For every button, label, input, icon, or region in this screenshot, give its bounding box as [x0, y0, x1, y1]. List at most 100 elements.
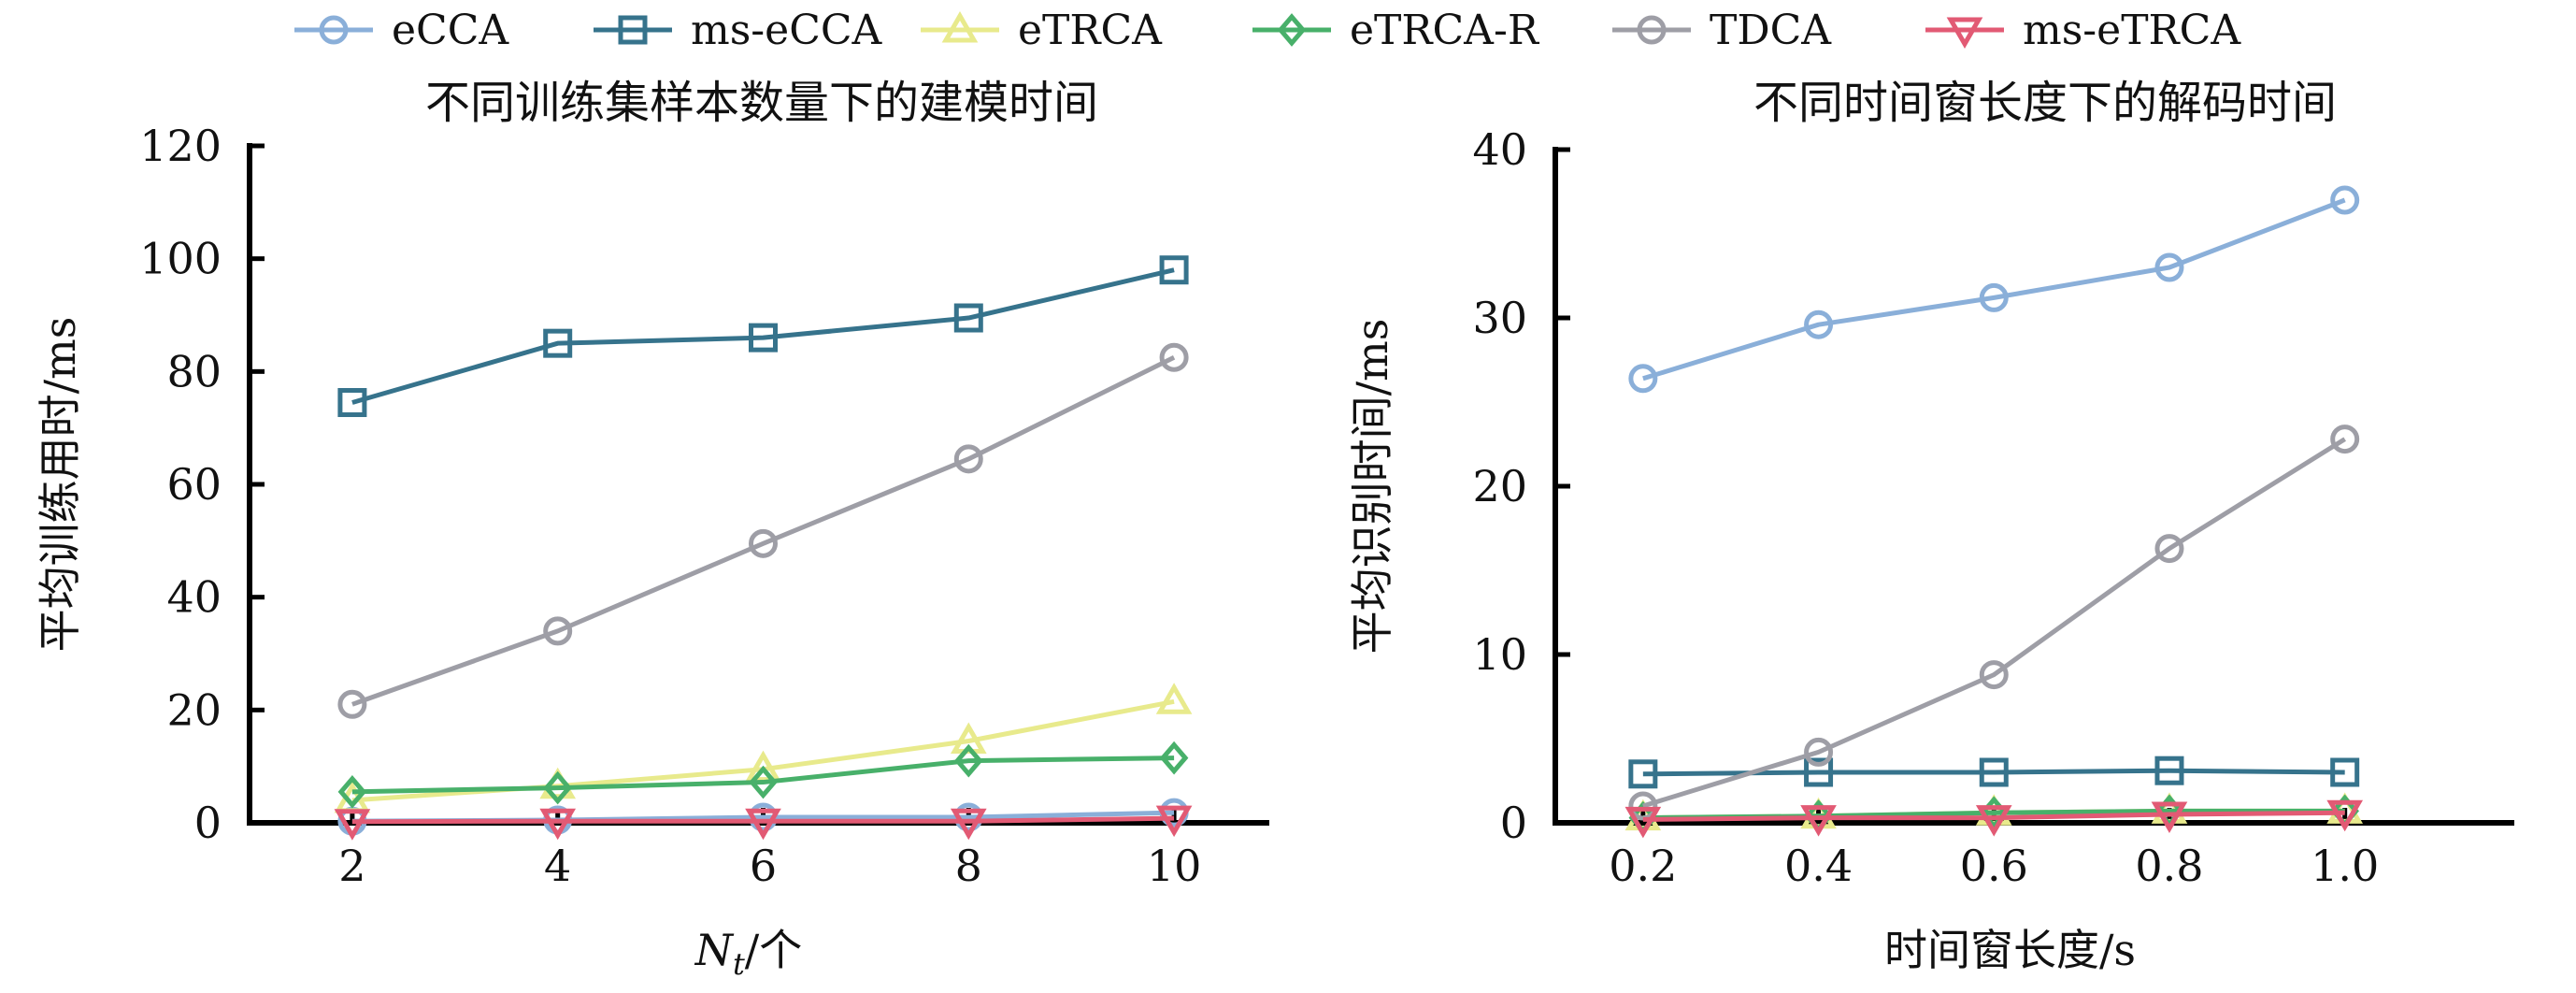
legend-item-etrca-r: eTRCA-R	[1252, 7, 1540, 54]
x-axis-label: 时间窗长度/s	[1884, 925, 2136, 975]
data-point-ms-ecca	[953, 303, 983, 333]
data-point-ms-ecca	[1159, 255, 1189, 285]
data-point-etrca	[950, 722, 987, 755]
data-point-ms-ecca	[2154, 756, 2184, 785]
axes: 0 20 40 60 80 100 120 2 4 6 8 10	[139, 121, 1269, 891]
data-point-ms-etrca	[1800, 805, 1837, 837]
legend-label-ms-ecca: ms-eCCA	[691, 7, 883, 54]
legend-marker-ms-ecca	[618, 15, 648, 45]
x-tick-label: 0.6	[1960, 841, 2028, 891]
legend-marker-etrca	[941, 10, 979, 43]
plot-area	[1624, 185, 2364, 839]
y-axis-label: 平均训练用时/ms	[35, 317, 85, 653]
plot-area	[334, 255, 1193, 841]
data-point-ms-etrca	[950, 808, 987, 841]
data-point-etrca-r	[543, 770, 572, 805]
legend-marker-tdca	[1637, 15, 1667, 45]
data-point-ecca	[2330, 185, 2360, 215]
series-tdca	[1628, 425, 2360, 821]
data-point-tdca	[337, 689, 367, 719]
series-line-ms-etrca	[1642, 810, 2345, 822]
data-point-ms-etrca	[2151, 801, 2188, 834]
x-tick-label: 0.2	[1609, 841, 1677, 891]
y-tick-label: 80	[166, 346, 222, 396]
series-ms-ecca	[1628, 756, 2360, 789]
y-tick-label: 10	[1472, 629, 1527, 680]
data-point-ms-ecca	[337, 388, 367, 418]
y-axis-label: 平均识别时间/ms	[1347, 319, 1397, 655]
chart-title: 不同训练集样本数量下的建模时间	[425, 77, 1098, 129]
series-line-tdca	[1642, 437, 2347, 809]
legend-item-ms-etrca: ms-eTRCA	[1925, 7, 2241, 54]
series-ms-etrca	[334, 805, 1193, 841]
series-etrca-r	[337, 741, 1189, 809]
data-point-etrca	[745, 750, 781, 783]
data-point-ms-ecca	[748, 323, 778, 353]
x-tick-label: 6	[750, 841, 777, 891]
data-point-tdca	[543, 616, 573, 646]
data-point-tdca	[1159, 342, 1189, 372]
data-point-ms-etrca	[1975, 805, 2012, 837]
data-point-ms-ecca	[543, 328, 573, 358]
data-point-etrca-r	[1159, 741, 1189, 775]
x-tick-label: 1.0	[2311, 841, 2379, 891]
legend-marker-ecca	[319, 15, 349, 45]
y-tick-label: 30	[1472, 293, 1527, 343]
series-tdca	[337, 342, 1189, 719]
data-point-ecca	[1628, 364, 1658, 394]
y-tick-label: 0	[1500, 798, 1527, 848]
data-point-ms-etrca	[334, 809, 371, 841]
legend-item-ms-ecca: ms-eCCA	[594, 7, 883, 54]
data-point-etrca-r	[337, 774, 367, 809]
legend-label-etrca-r: eTRCA-R	[1350, 7, 1540, 54]
legend-label-ecca: eCCA	[392, 7, 509, 54]
x-tick-label: 2	[338, 841, 365, 891]
legend-marker-ms-etrca	[1946, 17, 1983, 50]
series-line-etrca-r	[351, 756, 1175, 795]
y-tick-label: 20	[166, 684, 222, 735]
legend-item-etrca: eTRCA	[921, 7, 1163, 54]
chart-legend: eCCA ms-eCCA eTRCA eTRCA-R TDCA ms-eTRCA	[0, 0, 2576, 60]
y-tick-label: 100	[139, 234, 222, 284]
series-line-tdca	[351, 355, 1176, 707]
data-point-ms-ecca	[1804, 757, 1834, 787]
chart-training-time: 不同训练集样本数量下的建模时间 0 20 40 60 80 100 120 2 4 6 8 10 平均训练…	[0, 60, 1288, 989]
data-point-etrca	[1155, 683, 1193, 714]
data-point-ms-etrca	[2326, 799, 2364, 832]
data-point-ms-etrca	[745, 808, 781, 841]
data-point-ecca	[1979, 282, 2009, 312]
data-point-ms-ecca	[1979, 757, 2009, 787]
series-line-ms-ecca	[1642, 768, 2345, 777]
series-ms-etrca	[1624, 799, 2364, 839]
series-line-ms-ecca	[351, 267, 1175, 405]
y-tick-label: 0	[194, 798, 222, 848]
data-point-ms-etrca	[1624, 806, 1662, 839]
data-point-ms-ecca	[2330, 757, 2360, 787]
legend-label-ms-etrca: ms-eTRCA	[2023, 7, 2241, 54]
x-axis-label: Nt/个	[694, 925, 803, 982]
x-tick-label: 0.4	[1784, 841, 1853, 891]
data-point-tdca	[953, 444, 983, 474]
data-point-ms-ecca	[1628, 759, 1658, 789]
y-tick-label: 20	[1472, 461, 1527, 511]
legend-item-ecca: eCCA	[294, 7, 509, 54]
data-point-tdca	[1979, 660, 2009, 690]
series-ecca	[1628, 185, 2360, 394]
legend-item-tdca: TDCA	[1612, 7, 1832, 54]
legend-marker-etrca-r	[1277, 13, 1307, 47]
y-tick-label: 40	[166, 572, 222, 623]
x-tick-label: 4	[544, 841, 571, 891]
legend-label-tdca: TDCA	[1710, 7, 1832, 54]
data-point-ecca	[1804, 309, 1834, 339]
y-tick-label: 120	[139, 121, 222, 171]
x-tick-label: 10	[1147, 841, 1202, 891]
series-line-ecca	[1642, 197, 2346, 381]
series-ecca	[337, 798, 1189, 836]
data-point-ecca	[2154, 252, 2184, 282]
data-point-tdca	[2330, 425, 2360, 454]
data-point-ms-etrca	[1155, 805, 1193, 838]
data-point-tdca	[748, 528, 778, 558]
data-point-tdca	[2154, 534, 2184, 564]
data-point-tdca	[1804, 737, 1834, 767]
y-tick-label: 40	[1472, 124, 1527, 175]
